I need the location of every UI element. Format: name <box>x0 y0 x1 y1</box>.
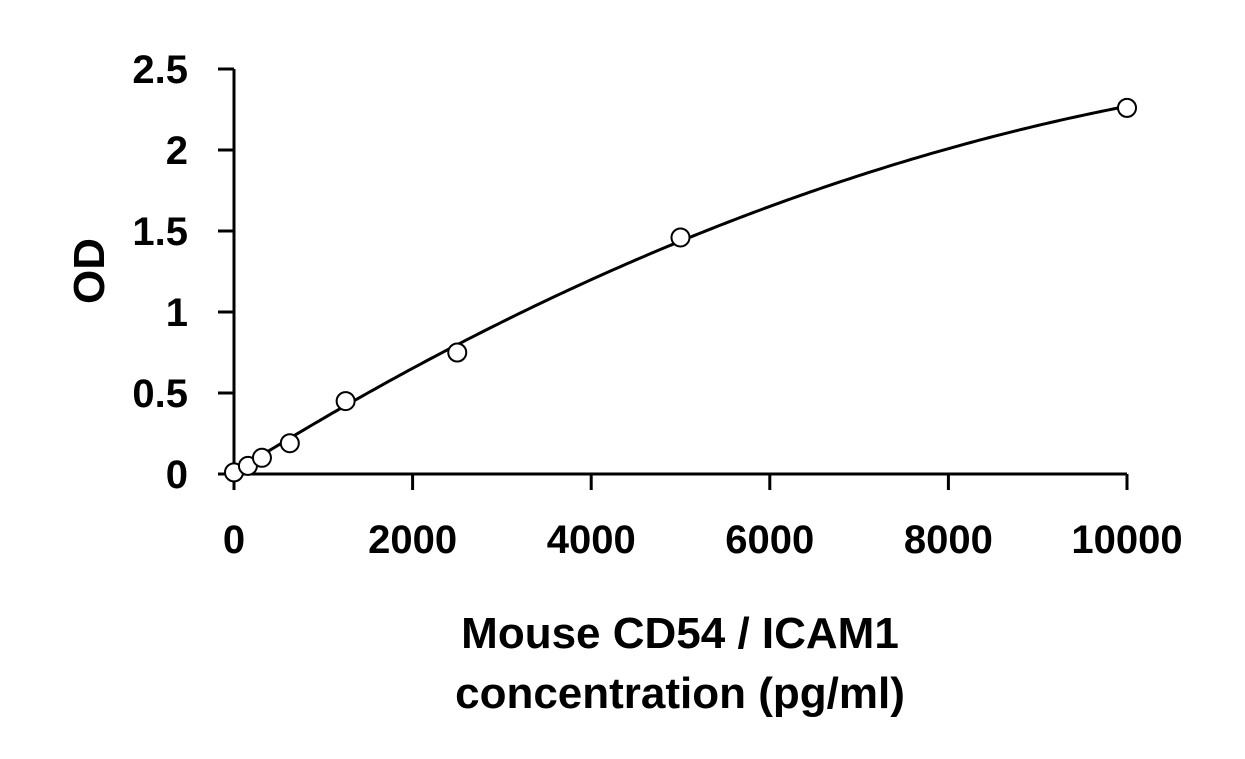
x-tick-label: 0 <box>223 518 245 562</box>
y-tick-label: 1 <box>166 291 188 335</box>
y-tick-label: 1.5 <box>132 210 188 254</box>
y-tick-label: 0 <box>166 453 188 497</box>
data-point <box>670 227 691 248</box>
x-axis-title-line-1: Mouse CD54 / ICAM1 <box>461 609 899 658</box>
x-tick-label: 4000 <box>547 518 636 562</box>
data-point <box>1117 97 1137 118</box>
x-tick-label: 8000 <box>904 518 993 562</box>
x-tick-label: 10000 <box>1071 518 1182 562</box>
fit-curve <box>233 104 1128 474</box>
x-tick-label: 2000 <box>368 518 457 562</box>
plot-area: 0 0.5 1 1.5 2 2.5 0 2000 4000 6000 8000 10000 <box>132 48 1182 562</box>
y-tick-label: 2 <box>166 129 188 173</box>
y-axis-title: OD <box>65 238 114 304</box>
y-tick-label: 0.5 <box>132 372 188 416</box>
x-tick-label: 6000 <box>725 518 814 562</box>
data-point <box>251 447 272 468</box>
y-tick-label: 2.5 <box>132 48 188 92</box>
data-point <box>447 342 468 363</box>
x-axis-title-line-2: concentration (pg/ml) <box>455 669 905 718</box>
data-point <box>335 391 356 412</box>
data-point <box>279 433 300 454</box>
